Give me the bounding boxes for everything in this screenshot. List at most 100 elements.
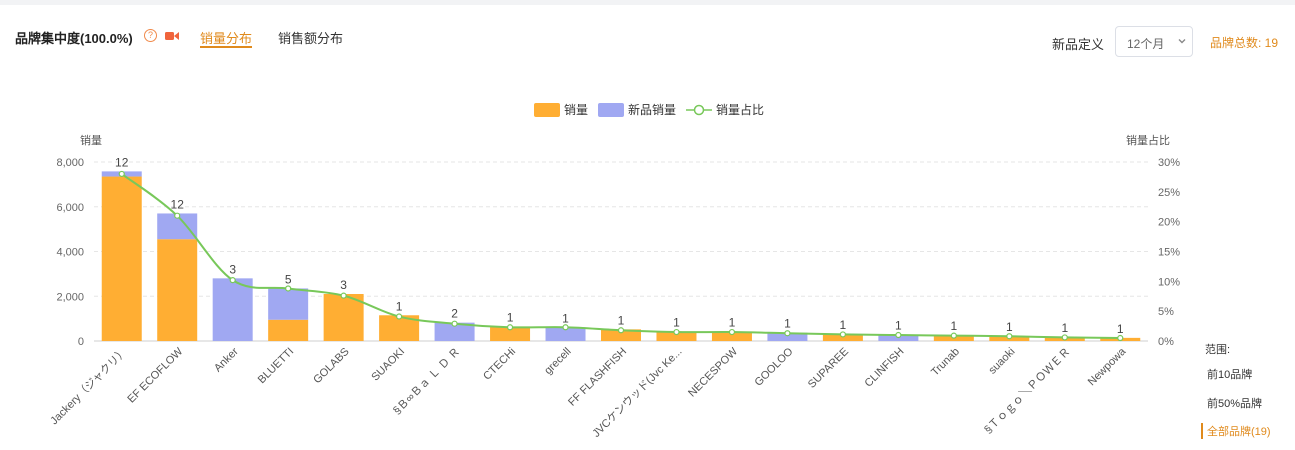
bar-data-label: 1 bbox=[950, 319, 957, 333]
bar-data-label: 1 bbox=[1117, 322, 1124, 336]
legend-swatch-sales bbox=[534, 103, 560, 117]
ratio-point bbox=[1006, 333, 1013, 340]
range-option-all[interactable]: 全部品牌(19) bbox=[1201, 423, 1271, 439]
page-title: 品牌集中度(100.0%) bbox=[15, 31, 133, 46]
ratio-point bbox=[1061, 334, 1068, 341]
bar-data-label: 1 bbox=[396, 299, 403, 313]
bar-sales bbox=[601, 329, 641, 341]
ratio-point bbox=[396, 313, 403, 320]
range-option-top10[interactable]: 前10品牌 bbox=[1207, 369, 1253, 381]
ratio-point bbox=[617, 327, 625, 334]
chevron-down-icon bbox=[1178, 39, 1186, 44]
bar-data-label: 1 bbox=[618, 313, 625, 327]
bar-new-sales bbox=[268, 288, 309, 320]
x-tick-label: SUPAREE bbox=[806, 346, 851, 391]
y2-axis-title: 销量占比 bbox=[1126, 133, 1170, 147]
x-tick-label: Trunab bbox=[929, 346, 962, 379]
x-tick-label: Newpowa bbox=[1086, 345, 1129, 388]
bar-data-label: 1 bbox=[1006, 320, 1013, 334]
bar-data-label: 5 bbox=[285, 272, 292, 286]
bar-sales bbox=[711, 331, 752, 341]
bar-new-sales bbox=[767, 332, 808, 341]
video-camera-icon[interactable] bbox=[165, 31, 179, 41]
bar-data-label: 3 bbox=[229, 262, 236, 276]
x-tick-label: SUAOKI bbox=[369, 346, 407, 384]
x-tick-label: EF ECOFLOW bbox=[125, 345, 185, 405]
ratio-point bbox=[728, 328, 736, 336]
x-tick-label: FF FLASHFISH bbox=[566, 346, 629, 409]
question-circle-icon[interactable]: ? bbox=[144, 29, 157, 42]
y-tick-label: 4,000 bbox=[56, 247, 84, 259]
bar-data-label: 1 bbox=[562, 311, 569, 325]
bar-data-label: 2 bbox=[451, 307, 458, 321]
x-tick-label: grecell bbox=[542, 346, 573, 377]
legend-label-new-sales: 新品销量 bbox=[628, 102, 676, 117]
brand-total-count: 品牌总数: 19 bbox=[1210, 36, 1279, 50]
ratio-point bbox=[562, 324, 569, 331]
x-tick-label: CLINFISH bbox=[863, 346, 907, 390]
tab-sales-volume[interactable]: 销量分布 bbox=[200, 31, 253, 46]
bar-data-label: 12 bbox=[171, 197, 185, 211]
y-axis-title: 销量 bbox=[80, 133, 102, 147]
x-tick-label: GOOLOO bbox=[752, 345, 795, 388]
bar-data-label: 1 bbox=[507, 310, 514, 324]
bar-new-sales bbox=[434, 322, 475, 341]
legend-swatch-ratio-marker bbox=[693, 104, 705, 116]
top-strip bbox=[0, 0, 1295, 5]
range-title: 范围: bbox=[1205, 344, 1231, 356]
legend-swatch-new-sales bbox=[598, 103, 624, 117]
x-tick-label: BLUETTI bbox=[256, 346, 296, 386]
ratio-point bbox=[285, 285, 292, 292]
legend-label-ratio: 销量占比 bbox=[716, 102, 764, 117]
ratio-point bbox=[839, 331, 846, 338]
y2-tick-label: 30% bbox=[1158, 157, 1180, 169]
bar-sales bbox=[268, 319, 309, 341]
bar-data-label: 1 bbox=[729, 316, 736, 330]
bar-sales bbox=[656, 331, 697, 341]
x-tick-label: JVCケンウッド(Jvc Ke... bbox=[590, 345, 685, 440]
x-tick-label: Jackery（ジャクリ） bbox=[48, 345, 130, 427]
x-tick-label: NECESPOW bbox=[686, 345, 740, 399]
active-tab-underline bbox=[200, 46, 252, 48]
bar-data-label: 1 bbox=[673, 316, 680, 330]
ratio-point bbox=[673, 328, 680, 336]
bar-data-label: 1 bbox=[784, 317, 791, 331]
legend-label-sales: 销量 bbox=[564, 103, 588, 117]
ratio-point bbox=[1117, 334, 1124, 342]
ratio-point bbox=[506, 324, 514, 331]
bar-sales bbox=[323, 294, 364, 341]
bar-new-sales bbox=[545, 327, 586, 341]
y2-tick-label: 20% bbox=[1158, 217, 1180, 229]
bar-data-label: 1 bbox=[840, 318, 847, 332]
ratio-point bbox=[950, 332, 957, 339]
bar-new-sales bbox=[212, 278, 253, 341]
bar-data-label: 3 bbox=[340, 278, 347, 292]
bar-sales bbox=[490, 326, 531, 341]
ratio-point bbox=[229, 277, 236, 284]
y2-tick-label: 15% bbox=[1158, 247, 1180, 259]
x-tick-label: suaoki bbox=[986, 346, 1017, 377]
y-tick-label: 6,000 bbox=[56, 202, 84, 214]
y-tick-label: 0 bbox=[78, 336, 84, 348]
new-product-definition-label: 新品定义 bbox=[1052, 37, 1105, 52]
y2-tick-label: 10% bbox=[1158, 276, 1180, 288]
ratio-point bbox=[895, 331, 902, 339]
range-option-top50pct[interactable]: 前50%品牌 bbox=[1207, 398, 1263, 410]
bar-data-label: 1 bbox=[1061, 321, 1068, 335]
tab-sales-amount[interactable]: 销售额分布 bbox=[278, 31, 344, 46]
bar-data-label: 1 bbox=[895, 319, 902, 333]
y2-tick-label: 0% bbox=[1158, 336, 1174, 348]
ratio-point bbox=[174, 212, 181, 219]
new-product-period-select[interactable]: 12个月 bbox=[1115, 26, 1193, 57]
y-tick-label: 2,000 bbox=[56, 291, 84, 303]
y2-tick-label: 25% bbox=[1158, 187, 1180, 199]
bar-sales bbox=[157, 239, 198, 341]
x-tick-label: GOLABS bbox=[311, 346, 351, 386]
ratio-point bbox=[340, 292, 347, 299]
x-tick-label: Anker bbox=[212, 345, 241, 374]
y-tick-label: 8,000 bbox=[56, 157, 84, 169]
ratio-point bbox=[118, 170, 125, 178]
ratio-point bbox=[784, 330, 791, 337]
bar-sales bbox=[101, 176, 142, 341]
